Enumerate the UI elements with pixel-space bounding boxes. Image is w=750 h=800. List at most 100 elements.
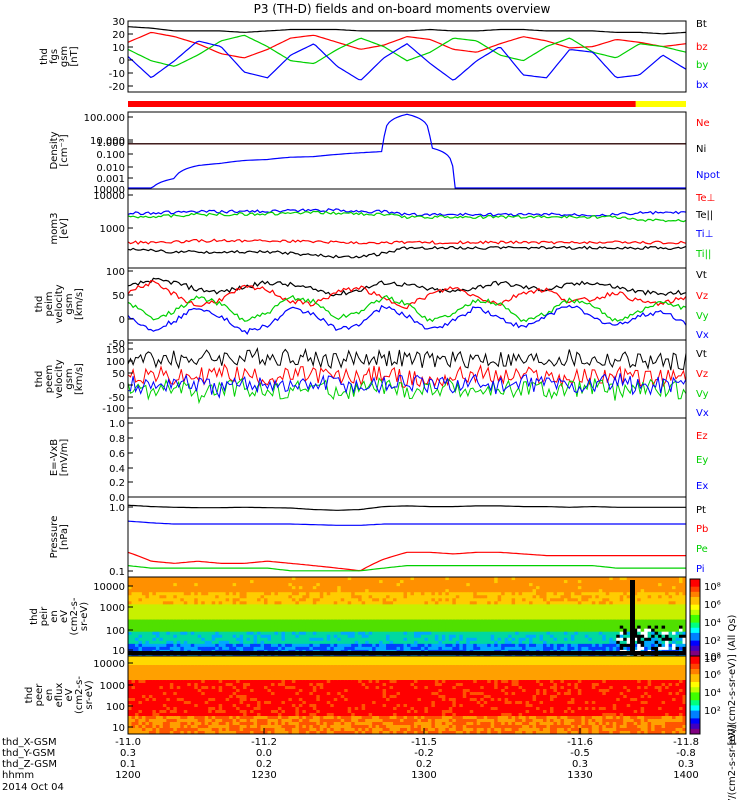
spectrogram-cell <box>508 625 513 630</box>
spectrogram-cell <box>532 595 537 599</box>
spectrogram-cell <box>536 610 541 614</box>
spectrogram-cell <box>197 692 202 696</box>
spectrogram-cell <box>183 580 188 584</box>
spectrogram-cell <box>490 607 495 611</box>
spectrogram-cell <box>169 613 174 617</box>
spectrogram-cell <box>162 589 167 593</box>
spectrogram-cell <box>218 628 223 633</box>
spectrogram-cell <box>448 634 453 639</box>
spectrogram-cell <box>152 631 157 636</box>
spectrogram-cell <box>183 731 188 735</box>
spectrogram-cell <box>560 625 565 630</box>
spectrogram-cell <box>672 625 677 630</box>
spectrogram-cell <box>190 580 195 584</box>
spectrogram-cell <box>672 592 677 596</box>
spectrogram-cell <box>162 595 167 599</box>
spectrogram-cell <box>518 646 523 651</box>
spectrogram-cell <box>305 613 310 617</box>
spectrogram-cell <box>215 622 220 627</box>
spectrogram-cell <box>567 583 572 587</box>
spectrogram-cell <box>201 704 206 708</box>
spectrogram-cell <box>560 622 565 627</box>
spectrogram-cell <box>619 637 624 642</box>
spectrogram-cell <box>410 592 415 596</box>
spectrogram-cell <box>148 646 153 651</box>
spectrogram-cell <box>208 677 213 681</box>
spectrogram-cell <box>309 604 314 608</box>
spectrogram-cell <box>379 637 384 642</box>
spectrogram-cell <box>187 683 192 687</box>
spectrogram-cell <box>246 577 251 581</box>
spectrogram-cell <box>138 683 143 687</box>
spectrogram-cell <box>173 668 178 672</box>
spectrogram-cell <box>211 577 216 581</box>
spectrogram-cell <box>197 728 202 732</box>
spectrogram-cell <box>134 683 139 687</box>
spectrogram-cell <box>134 625 139 630</box>
spectrogram-cell <box>473 625 478 630</box>
spectrogram-cell <box>312 622 317 627</box>
spectrogram-cell <box>504 580 509 584</box>
spectrogram-cell <box>309 607 314 611</box>
spectrogram-cell <box>553 577 558 581</box>
spectrogram-cell <box>239 637 244 642</box>
spectrogram-cell <box>476 601 481 605</box>
spectrogram-cell <box>445 613 450 617</box>
spectrogram-cell <box>623 637 628 642</box>
spectrogram-cell <box>260 595 265 599</box>
spectrogram-cell <box>155 622 160 627</box>
spectrogram-cell <box>183 619 188 624</box>
spectrogram-cell <box>183 601 188 605</box>
spectrogram-cell <box>246 628 251 633</box>
spectrogram-cell <box>128 583 132 587</box>
spectrogram-cell <box>358 631 363 636</box>
spectrogram-cell <box>393 607 398 611</box>
spectrogram-cell <box>605 580 610 584</box>
spectrogram-cell <box>253 580 258 584</box>
spectrogram-cell <box>403 595 408 599</box>
spectrogram-cell <box>312 607 317 611</box>
spectrogram-cell <box>487 634 492 639</box>
spectrogram-cell <box>640 625 645 630</box>
spectrogram-cell <box>497 619 502 624</box>
spectrogram-cell <box>400 577 405 581</box>
spectrogram-cell <box>598 580 603 584</box>
spectrogram-cell <box>134 598 139 602</box>
spectrogram-cell <box>243 643 248 648</box>
spectrogram-cell <box>386 622 391 627</box>
spectrogram-cell <box>644 604 649 608</box>
spectrogram-cell <box>396 607 401 611</box>
spectrogram-cell <box>410 586 415 590</box>
spectrogram-cell <box>330 640 335 645</box>
spectrogram-cell <box>236 622 241 627</box>
spectrogram-cell <box>508 613 513 617</box>
spectrogram-cell <box>145 589 150 593</box>
spectrogram-cell <box>197 671 202 675</box>
spectrogram-cell <box>675 577 680 581</box>
spectrogram-cell <box>270 622 275 627</box>
spectrogram-cell <box>204 719 209 723</box>
y-axis-label: fgs <box>49 49 60 64</box>
spectrogram-cell <box>476 628 481 633</box>
spectrogram-cell <box>665 619 670 624</box>
spectrogram-cell <box>532 583 537 587</box>
spectrogram-cell <box>253 622 258 627</box>
spectrogram-cell <box>222 628 227 633</box>
spectrogram-cell <box>197 686 202 690</box>
spectrogram-cell <box>497 595 502 599</box>
spectrogram-cell <box>180 619 185 624</box>
spectrogram-cell <box>232 634 237 639</box>
spectrogram-cell <box>169 713 174 717</box>
spectrogram-cell <box>452 613 457 617</box>
spectrogram-cell <box>563 610 568 614</box>
spectrogram-cell <box>354 586 359 590</box>
spectrogram-cell <box>274 643 279 648</box>
spectrogram-cell <box>204 610 209 614</box>
spectrogram-cell <box>483 619 488 624</box>
spectrogram-cell <box>570 646 575 651</box>
spectrogram-cell <box>291 631 296 636</box>
spectrogram-cell <box>661 592 666 596</box>
spectrogram-cell <box>141 692 146 696</box>
spectrogram-cell <box>577 631 582 636</box>
spectrogram-cell <box>417 625 422 630</box>
